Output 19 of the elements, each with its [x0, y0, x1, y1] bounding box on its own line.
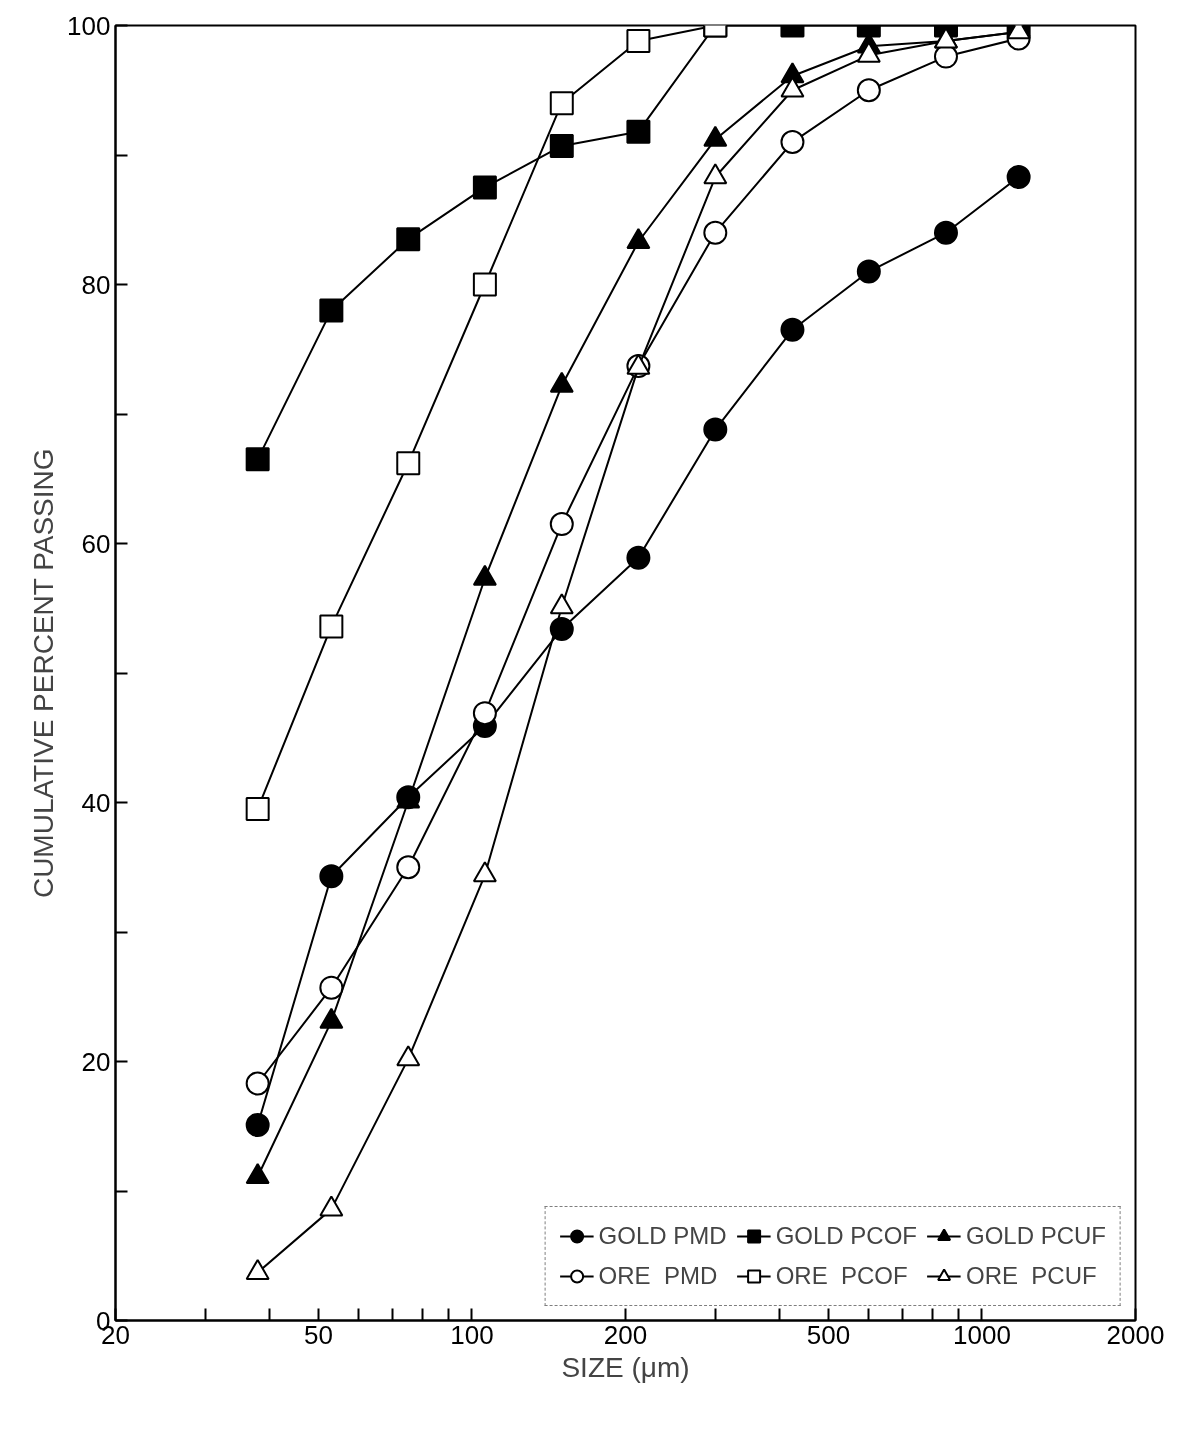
y-tick-label: 80	[81, 269, 111, 300]
legend-label: ORE PMD	[598, 1262, 718, 1290]
legend-label: GOLD PCOF	[775, 1222, 917, 1250]
legend-label: GOLD PCUF	[965, 1222, 1106, 1250]
y-tick-label: 40	[81, 787, 111, 818]
y-tick-label: 60	[81, 528, 111, 559]
y-tick-label: 20	[81, 1046, 111, 1077]
x-axis-title: SIZE (μm)	[561, 1351, 690, 1383]
legend-label: ORE PCOF	[775, 1262, 908, 1290]
x-tick-label: 50	[303, 1319, 333, 1350]
x-tick-label: 100	[450, 1319, 494, 1350]
legend-label: GOLD PMD	[598, 1222, 727, 1250]
x-tick-label: 2000	[1106, 1319, 1165, 1350]
y-tick-label: 100	[67, 10, 111, 41]
x-tick-label: 1000	[953, 1319, 1011, 1350]
x-tick-label: 200	[603, 1319, 648, 1350]
legend-label: ORE PCUF	[965, 1262, 1097, 1290]
y-axis-title: CUMULATIVE PERCENT PASSING	[28, 448, 60, 899]
x-tick-label: 500	[806, 1319, 851, 1350]
